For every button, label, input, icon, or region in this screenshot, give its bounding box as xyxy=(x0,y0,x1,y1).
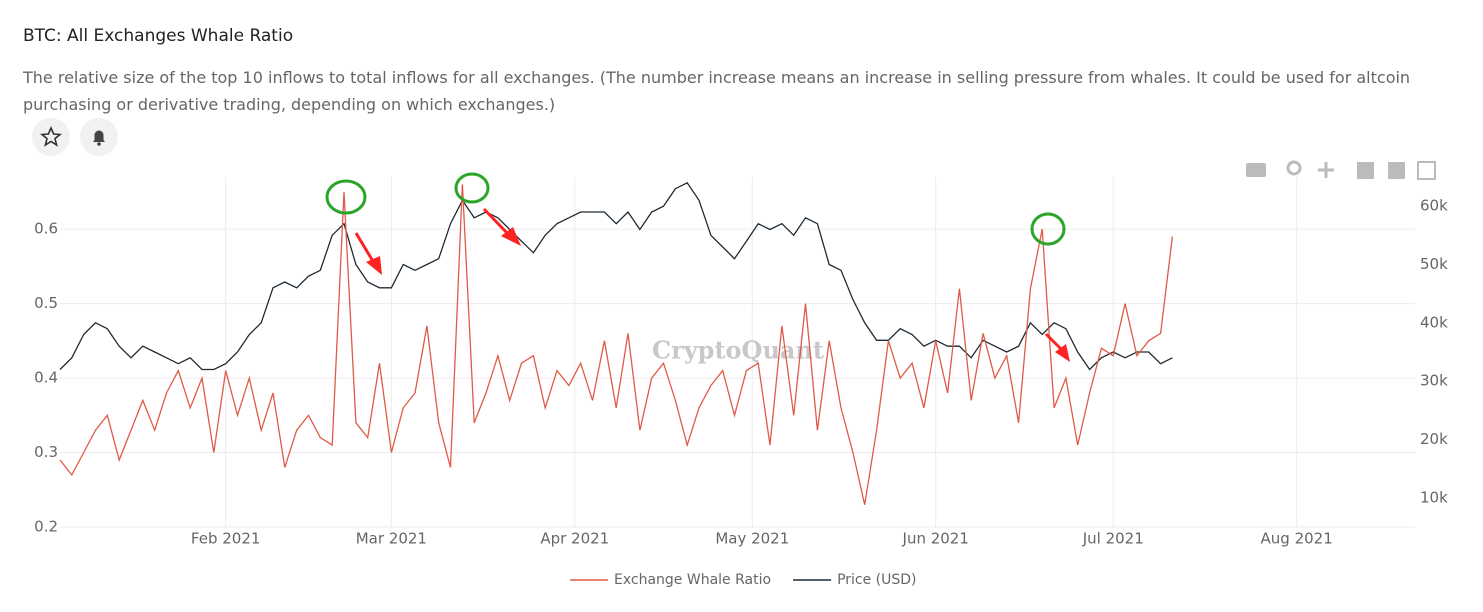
x-tick-label: May 2021 xyxy=(715,530,789,548)
arrow-head xyxy=(501,227,521,246)
legend-label: Exchange Whale Ratio xyxy=(614,572,771,588)
highlight-circle xyxy=(1030,212,1066,246)
x-tick-label: Mar 2021 xyxy=(356,530,427,548)
x-tick-label: Feb 2021 xyxy=(191,530,261,548)
x-tick-label: Apr 2021 xyxy=(540,530,609,548)
y2-tick-label: 50k xyxy=(1420,255,1448,273)
y-tick-label: 0.2 xyxy=(34,518,58,536)
y2-tick-label: 20k xyxy=(1420,430,1448,448)
y-tick-label: 0.4 xyxy=(34,369,58,387)
data-line xyxy=(59,184,1174,505)
zoom-out-icon[interactable] xyxy=(1388,162,1405,179)
x-tick-label: Jul 2021 xyxy=(1082,530,1144,548)
arrow xyxy=(1044,332,1064,352)
zoom-icon[interactable] xyxy=(1286,160,1302,176)
highlight-circle xyxy=(454,172,490,204)
y2-tick-label: 30k xyxy=(1420,372,1448,390)
grid xyxy=(60,177,1415,528)
x-tick-label: Aug 2021 xyxy=(1261,530,1333,548)
toolbar xyxy=(1246,160,1436,180)
y2-tick-label: 60k xyxy=(1420,197,1448,215)
highlight-circle xyxy=(325,179,367,215)
favorite-button[interactable] xyxy=(32,118,70,156)
plot-area xyxy=(59,181,1174,505)
x-tick-label: Jun 2021 xyxy=(902,530,969,548)
legend-label: Price (USD) xyxy=(837,572,916,588)
y2-tick-label: 40k xyxy=(1420,313,1448,331)
annotations xyxy=(325,172,1066,246)
pan-icon[interactable] xyxy=(1318,162,1334,178)
y2-tick-label: 10k xyxy=(1420,488,1448,506)
y-tick-label: 0.3 xyxy=(34,443,58,461)
annotation-arrows xyxy=(354,207,1070,362)
zoom-in-icon[interactable] xyxy=(1357,162,1374,179)
data-line xyxy=(59,181,1173,371)
arrow-head xyxy=(1055,344,1070,362)
bell-icon xyxy=(93,130,105,146)
arrow xyxy=(482,207,510,236)
legend: Exchange Whale Ratio Price (USD) xyxy=(570,572,917,588)
reset-icon[interactable] xyxy=(1417,161,1436,180)
alert-button[interactable] xyxy=(80,118,118,156)
y-tick-label: 0.6 xyxy=(34,220,58,238)
star-icon xyxy=(39,125,63,147)
y-tick-label: 0.5 xyxy=(34,294,58,312)
watermark: CryptoQuant xyxy=(652,336,824,365)
arrow xyxy=(354,232,376,264)
chart-subtitle: The relative size of the top 10 inflows … xyxy=(23,68,1411,114)
chart-title: BTC: All Exchanges Whale Ratio xyxy=(23,26,294,46)
camera-icon[interactable] xyxy=(1246,163,1266,177)
arrow-head xyxy=(366,256,382,275)
